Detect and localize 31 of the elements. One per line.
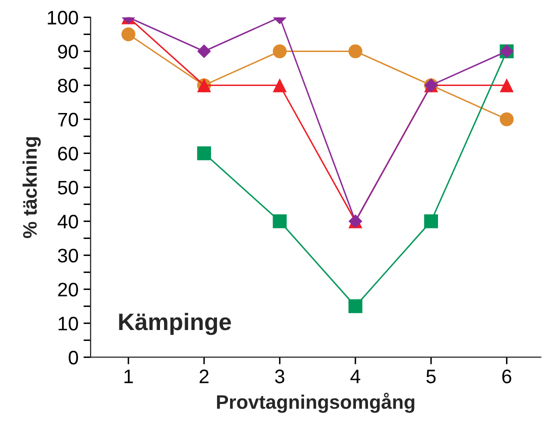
y-tick-label: 10 <box>58 316 78 330</box>
x-tick-label: 1 <box>124 370 133 384</box>
y-tick-label: 40 <box>58 214 78 228</box>
y-tick-label: 90 <box>58 44 78 59</box>
point <box>348 299 362 314</box>
y-tick-label: 20 <box>58 282 78 296</box>
point <box>121 27 136 42</box>
point <box>197 146 212 160</box>
annotation: Kämpinge <box>119 312 231 336</box>
y-tick-label: 30 <box>58 248 78 262</box>
x-tick-label: 6 <box>502 370 512 384</box>
y-tick-label: 80 <box>58 78 78 93</box>
point <box>197 44 211 58</box>
point <box>500 78 514 92</box>
y-tick-label: 70 <box>58 112 78 127</box>
point <box>272 214 287 228</box>
x-tick-label: 5 <box>426 370 436 384</box>
point <box>424 214 438 228</box>
x-axis-title: Provtagningsomgång <box>217 392 414 413</box>
y-axis-title: % täckning <box>22 137 41 238</box>
y-tick-label: 0 <box>68 350 78 364</box>
point <box>272 78 287 92</box>
x-tick-label: 3 <box>275 370 284 384</box>
y-tick-label: 100 <box>48 10 78 25</box>
y-tick-label: 50 <box>58 180 78 195</box>
point <box>500 112 514 126</box>
point <box>348 44 362 58</box>
point <box>272 44 287 58</box>
x-tick-label: 2 <box>200 370 209 384</box>
x-tick-label: 4 <box>350 370 360 384</box>
y-tick-label: 60 <box>58 146 78 161</box>
